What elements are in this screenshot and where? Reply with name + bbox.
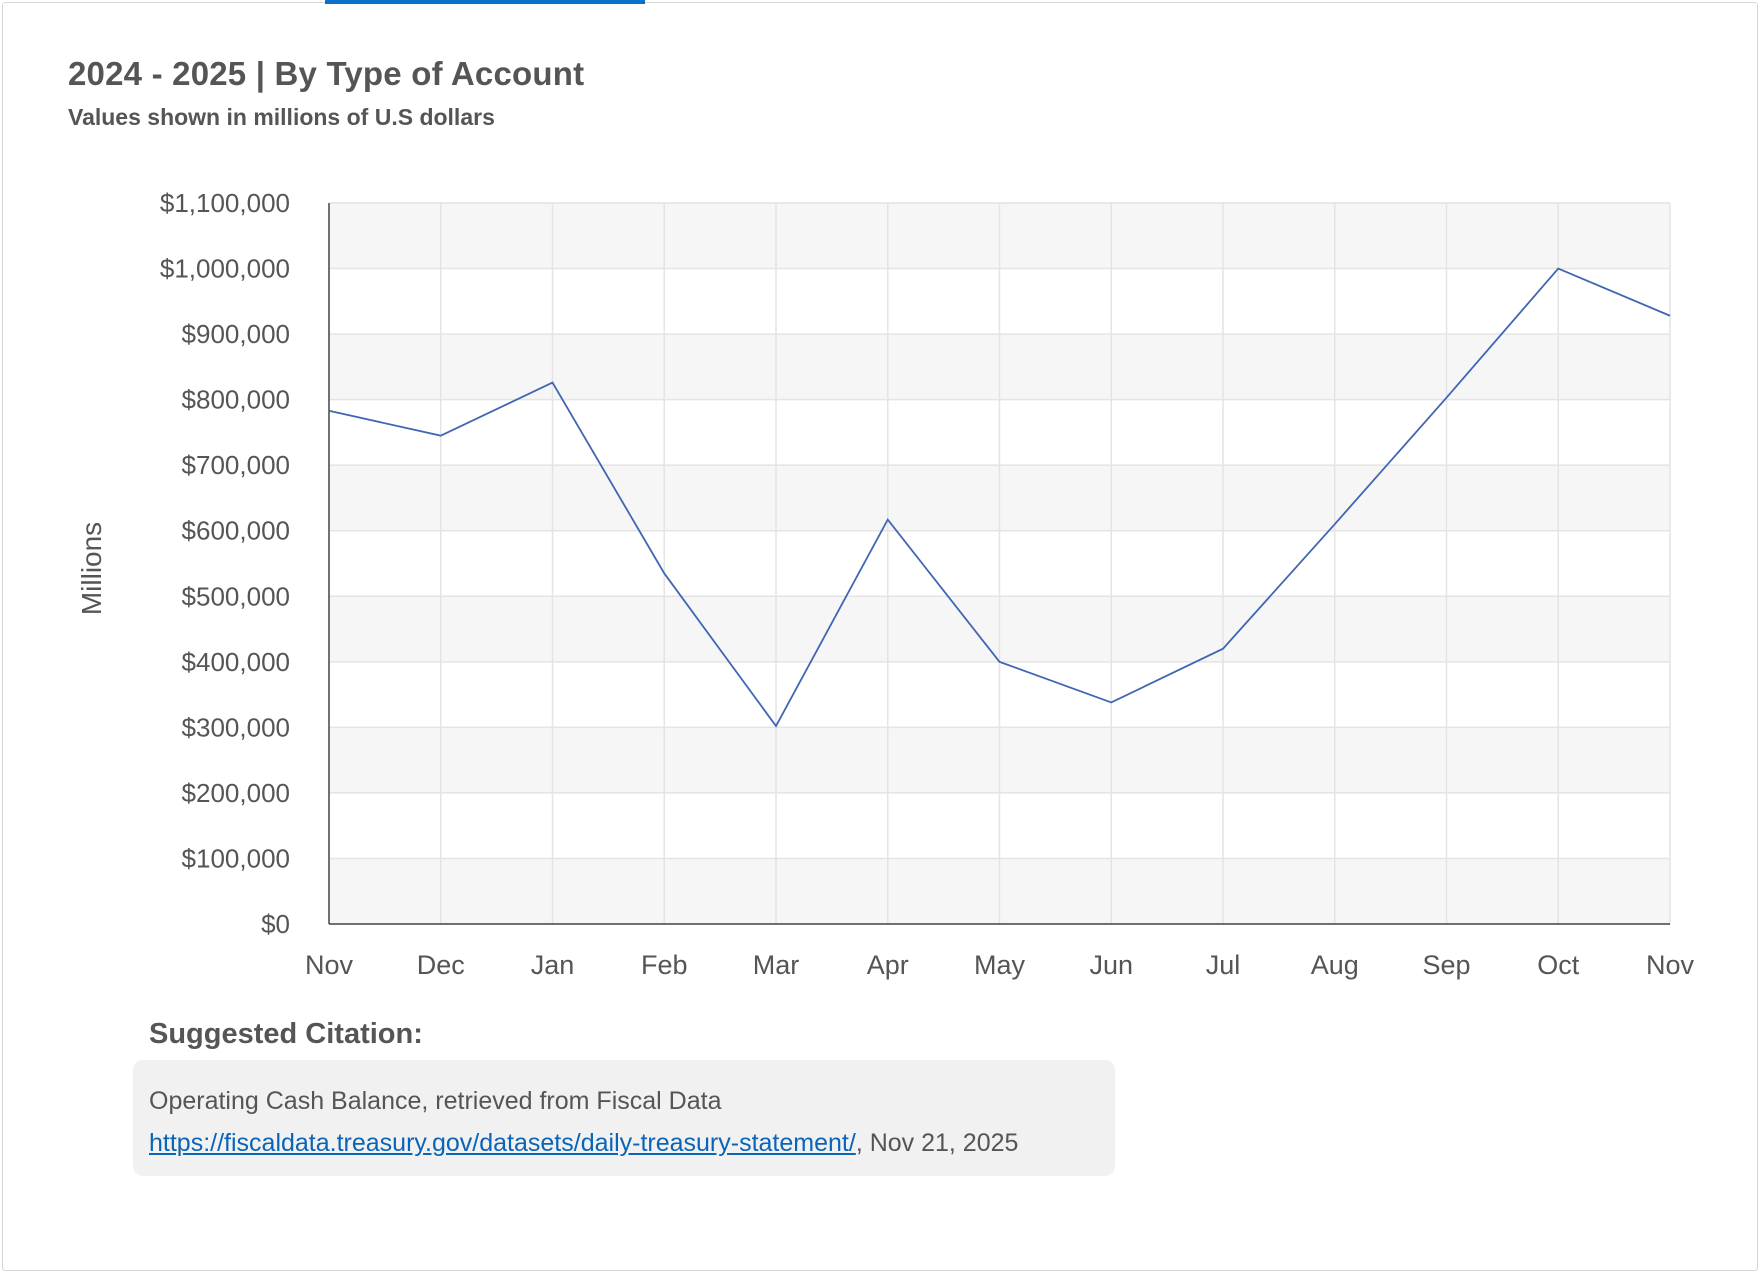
x-tick-label: Oct — [1537, 950, 1580, 980]
y-tick-label: $1,100,000 — [160, 188, 290, 218]
x-tick-label: Jan — [531, 950, 575, 980]
y-tick-label: $300,000 — [182, 712, 290, 742]
citation-text: Operating Cash Balance, retrieved from F… — [149, 1087, 722, 1115]
x-tick-label: Dec — [417, 950, 465, 980]
y-tick-label: $800,000 — [182, 385, 290, 415]
x-tick-label: Apr — [867, 950, 909, 980]
chart-title: 2024 - 2025 | By Type of Account — [68, 55, 585, 92]
x-tick-label: Feb — [641, 950, 688, 980]
x-tick-label: Jul — [1206, 950, 1241, 980]
x-tick-label: Aug — [1311, 950, 1359, 980]
y-tick-label: $0 — [261, 909, 290, 939]
citation-date: , Nov 21, 2025 — [855, 1129, 1019, 1157]
x-tick-label: Sep — [1422, 950, 1470, 980]
x-tick-label: Jun — [1089, 950, 1133, 980]
y-tick-label: $200,000 — [182, 778, 290, 808]
x-tick-label: Mar — [753, 950, 800, 980]
citation-heading: Suggested Citation: — [149, 1018, 423, 1050]
y-tick-label: $600,000 — [182, 516, 290, 546]
chart-subtitle: Values shown in millions of U.S dollars — [68, 104, 495, 130]
x-tick-label: Nov — [1646, 950, 1695, 980]
active-tab-indicator — [325, 0, 645, 4]
y-tick-label: $400,000 — [182, 647, 290, 677]
citation-box: Operating Cash Balance, retrieved from F… — [133, 1060, 1115, 1176]
y-tick-label: $900,000 — [182, 319, 290, 349]
y-axis-title: Millions — [76, 522, 107, 615]
x-tick-label: May — [974, 950, 1026, 980]
x-tick-label: Nov — [305, 950, 354, 980]
citation-link[interactable]: https://fiscaldata.treasury.gov/datasets… — [149, 1129, 856, 1157]
y-tick-label: $1,000,000 — [160, 254, 290, 284]
y-tick-label: $100,000 — [182, 843, 290, 873]
y-tick-label: $700,000 — [182, 450, 290, 480]
series-line — [328, 267, 1671, 728]
y-tick-label: $500,000 — [182, 581, 290, 611]
